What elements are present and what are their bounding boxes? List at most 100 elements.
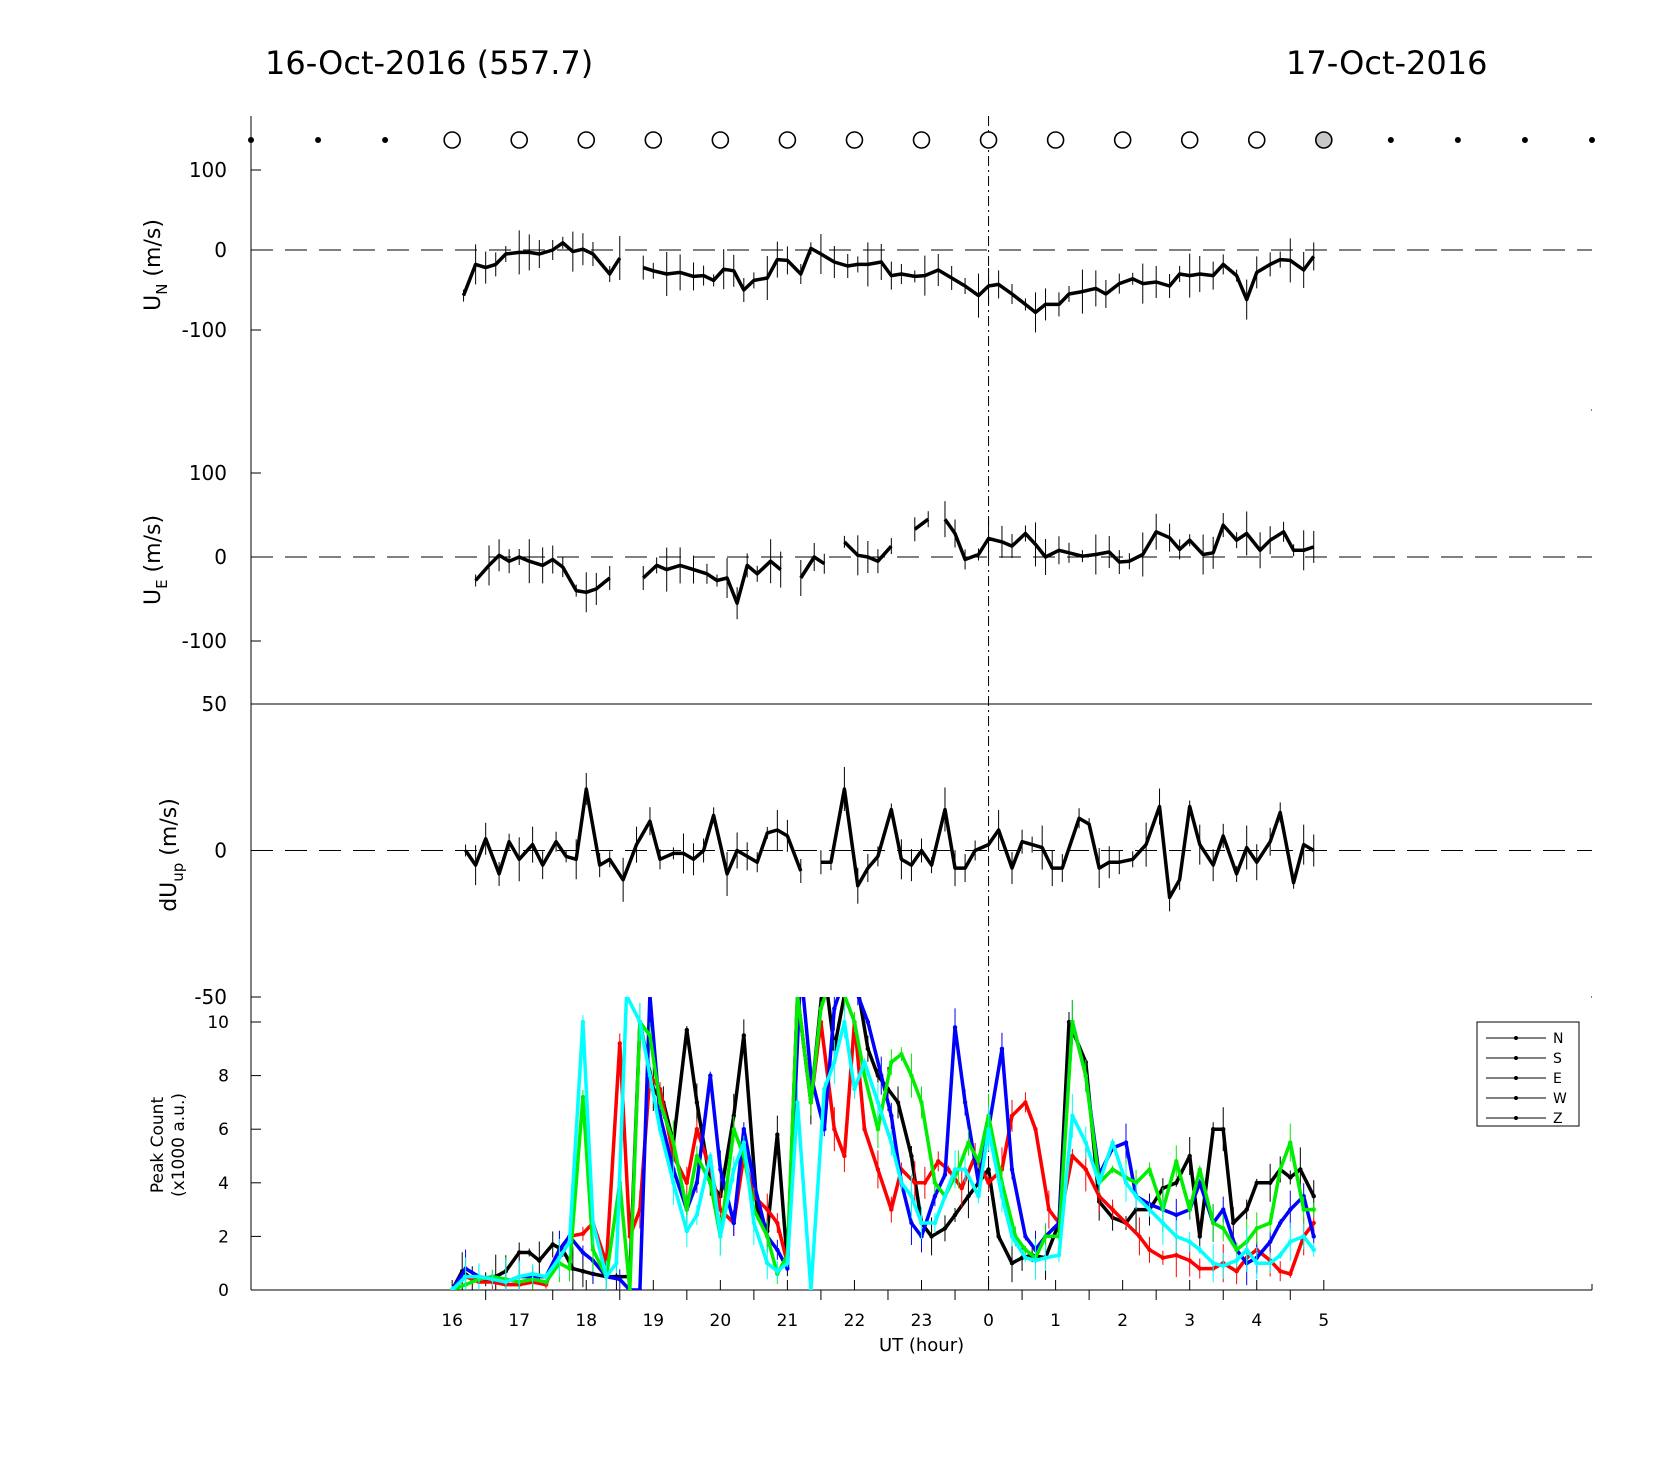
cloud-circle-marker — [1247, 131, 1266, 149]
y-tick-label: 0 — [214, 545, 227, 569]
y-tick-label: 6 — [218, 1120, 229, 1140]
peak-point — [846, 966, 850, 970]
y-tick-label: -50 — [194, 985, 227, 1009]
x-tick-label: 16 — [441, 1311, 463, 1331]
legend-label: S — [1553, 1051, 1562, 1067]
cloud-dot-marker — [248, 137, 254, 143]
cloud-circle-marker — [1180, 131, 1199, 149]
cloud-circle-marker — [443, 131, 461, 149]
right-date-title: 17-Oct-2016 — [1286, 44, 1488, 82]
cloud-circle-marker — [711, 131, 730, 149]
x-tick-label: 1 — [1050, 1311, 1061, 1331]
series-line — [943, 518, 1315, 564]
series-line — [799, 555, 826, 579]
cloud-circle-marker — [510, 131, 529, 149]
cloud-dot-marker — [1454, 137, 1461, 143]
x-tick-label: 17 — [508, 1311, 530, 1331]
y-tick-label: 50 — [202, 692, 227, 716]
series-line — [461, 241, 622, 297]
y-axis-label: dUup (m/s) — [157, 798, 187, 912]
series-line — [642, 559, 782, 605]
cloud-circle-marker — [577, 131, 596, 149]
series-line — [913, 517, 930, 531]
legend-label: W — [1553, 1091, 1567, 1107]
x-tick-label: 4 — [1251, 1311, 1262, 1331]
peak-point — [852, 966, 856, 970]
series-line — [843, 540, 893, 563]
legend-marker — [1514, 1116, 1518, 1120]
peak-point — [796, 997, 799, 998]
cloud-circle-marker — [778, 131, 797, 149]
peak-point — [799, 966, 803, 970]
cloud-circle-marker — [1046, 131, 1065, 149]
peak-point — [648, 997, 652, 998]
cloud-dot-marker — [382, 137, 389, 143]
series-line — [820, 787, 1315, 900]
x-axis-label: UT (hour) — [879, 1335, 964, 1356]
y-tick-label: 100 — [189, 158, 227, 182]
peak-point — [796, 997, 799, 998]
peak-point — [843, 997, 846, 998]
x-tick-label: 0 — [983, 1311, 994, 1331]
y-axis-label: UN (m/s) — [141, 219, 171, 311]
peak-series-group — [449, 966, 1316, 1290]
cloud-circle-marker — [845, 131, 864, 149]
axes-frame: 16 17 18 19 20 21 22 23 0 1 2 3 4 5UT (hour) — [250, 116, 1593, 1356]
legend-label: E — [1553, 1071, 1562, 1087]
peak-point — [625, 997, 628, 998]
y-tick-label: 4 — [218, 1174, 229, 1194]
y-tick-label: 8 — [218, 1067, 229, 1087]
legend-marker — [1514, 1096, 1518, 1100]
peak-point — [856, 997, 860, 998]
legend-marker — [1514, 1056, 1518, 1060]
y-tick-label: 0 — [214, 839, 227, 863]
peak-y-label-unit: (x1000 a.u.) — [169, 1093, 189, 1197]
y-tick-label: 0 — [214, 238, 227, 262]
legend-marker — [1514, 1036, 1518, 1040]
legend-box — [1476, 1021, 1580, 1127]
x-tick-label: 23 — [911, 1311, 933, 1331]
y-tick-label: -100 — [182, 629, 227, 653]
peak-series-line-W — [451, 997, 1314, 1290]
y-tick-label: -100 — [182, 318, 227, 342]
cloud-indicator-row — [248, 131, 1595, 149]
cloud-circle-marker — [1113, 131, 1132, 149]
cloud-dot-marker — [1521, 137, 1528, 143]
y-tick-label: 0 — [218, 1281, 229, 1301]
x-tick-label: 18 — [575, 1311, 597, 1331]
y-tick-label: 100 — [189, 461, 227, 485]
cloud-dot-marker — [1589, 137, 1595, 143]
peak-y-label: Peak Count — [148, 1097, 168, 1194]
peak-point — [822, 966, 826, 970]
x-tick-label: 20 — [710, 1311, 732, 1331]
peak-series-line-Z — [450, 997, 1316, 1290]
x-tick-label: 22 — [844, 1311, 866, 1331]
cloud-dot-marker — [315, 137, 322, 143]
peak-point — [843, 997, 846, 998]
legend-marker — [1514, 1076, 1518, 1080]
cloud-dot-marker — [1387, 137, 1394, 143]
x-tick-label: 19 — [642, 1311, 664, 1331]
cloud-circle-marker — [644, 131, 663, 149]
cloud-circle-marker — [912, 131, 931, 149]
series-line — [464, 787, 803, 882]
peak-point — [832, 966, 836, 970]
ue-panel: 100 0 -100 UE (m/s) — [141, 461, 1592, 653]
series-line — [642, 246, 1316, 315]
cloud-circle-marker — [979, 131, 998, 149]
x-tick-label: 5 — [1318, 1311, 1329, 1331]
x-tick-label: 3 — [1184, 1311, 1195, 1331]
left-date-title: 16-Oct-2016 (557.7) — [265, 44, 594, 82]
legend-label: N — [1553, 1031, 1563, 1047]
x-tick-label: 2 — [1117, 1311, 1128, 1331]
peak-count-panel: 10 8 6 4 2 0 Peak Count (x1000 a.u.) — [148, 966, 1316, 1301]
x-tick-label: 21 — [777, 1311, 799, 1331]
un-panel: 100 0 -100 UN (m/s) — [141, 158, 1592, 342]
series-line — [474, 553, 611, 595]
y-tick-label: 10 — [207, 1013, 229, 1033]
cloud-circle-marker — [1315, 131, 1333, 149]
peak-point — [796, 997, 799, 998]
dup-panel: 50 0 -50 dUup (m/s) — [157, 692, 1592, 1009]
y-tick-label: 2 — [218, 1227, 229, 1247]
